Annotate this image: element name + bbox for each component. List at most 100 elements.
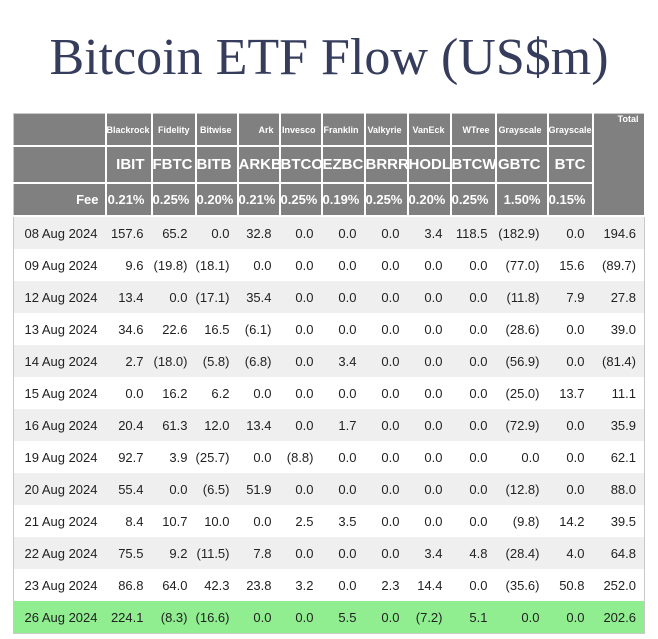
value-cell: 4.0 [566, 545, 585, 561]
value-cell: 2.7 [125, 353, 144, 369]
value-cell: (19.8) [153, 257, 188, 273]
ticker-header-cell: BITB [195, 146, 239, 184]
value-cell: 55.4 [118, 481, 144, 497]
value-cell: (35.6) [505, 577, 540, 593]
value-cell: (5.8) [202, 353, 230, 369]
value-cell: 118.5 [455, 225, 488, 241]
value-cell: 0.0 [469, 257, 488, 273]
value-cell: 0.0 [424, 353, 443, 369]
table-row: 22 Aug 2024 75.5 9.2 (11.5) 7.8 0.0 0.0 0.0 3.4 4… [13, 537, 645, 569]
value-cell: (8.8) [286, 449, 314, 465]
fee-cell: 0.25% [151, 183, 197, 217]
value-cell: 0.0 [521, 609, 540, 625]
value-cell: 0.0 [338, 321, 357, 337]
table-row: 12 Aug 2024 13.4 0.0 (17.1) 35.4 0.0 0.0 0.0 0.0… [13, 281, 645, 313]
table-row: 26 Aug 2024 224.1 (8.3) (16.6) 0.0 0.0 5.5 0.0 (… [13, 601, 645, 634]
value-cell: 2.3 [381, 577, 400, 593]
value-cell: 9.2 [169, 545, 188, 561]
value-cell: 0.0 [566, 417, 585, 433]
issuer-header-row: Blackrock Fidelity Bitwise Ark Invesco Frankl… [13, 113, 646, 217]
value-cell: 64.0 [162, 577, 188, 593]
value-cell: 13.4 [118, 289, 144, 305]
value-cell: 0.0 [211, 225, 230, 241]
fee-cell: 0.21% [105, 183, 153, 217]
value-cell: 0.0 [338, 577, 357, 593]
value-cell: 0.0 [566, 449, 585, 465]
value-cell: 0.0 [521, 449, 540, 465]
fee-row-label: Fee [13, 183, 107, 217]
value-cell: 0.0 [169, 481, 188, 497]
value-cell: (25.7) [195, 449, 230, 465]
value-cell: (17.1) [195, 289, 230, 305]
issuer-header-cell: Bitwise [195, 113, 239, 147]
value-cell: 0.0 [338, 257, 357, 273]
value-cell: 23.8 [246, 577, 272, 593]
page-title: Bitcoin ETF Flow (US$m) [49, 29, 609, 86]
date-cell: 14 Aug 2024 [24, 353, 98, 369]
table-row: 16 Aug 2024 20.4 61.3 12.0 13.4 0.0 1.7 0.0 0.0 0… [13, 409, 645, 441]
value-cell: 75.5 [118, 545, 144, 561]
total-value-cell: 64.8 [610, 545, 636, 561]
table-head: Blackrock Fidelity Bitwise Ark Invesco Frankl… [13, 113, 646, 217]
fee-cell: 1.50% [495, 183, 549, 217]
issuer-header-cell: Ark [237, 113, 281, 147]
value-cell: 50.8 [559, 577, 585, 593]
value-cell: 3.4 [424, 545, 443, 561]
value-cell: 0.0 [424, 321, 443, 337]
value-cell: 0.0 [295, 321, 314, 337]
value-cell: 0.0 [381, 513, 400, 529]
value-cell: (25.0) [505, 385, 540, 401]
value-cell: 0.0 [169, 289, 188, 305]
table-corner-cell [13, 146, 107, 184]
issuer-header-cell: Grayscale [495, 113, 549, 147]
table-row: 20 Aug 2024 55.4 0.0 (6.5) 51.9 0.0 0.0 0.0 0.0 0… [13, 473, 645, 505]
table-row: 15 Aug 2024 0.0 16.2 6.2 0.0 0.0 0.0 0.0 0.0 0.0 (… [14, 377, 645, 409]
date-cell: 08 Aug 2024 [24, 225, 98, 241]
value-cell: (11.5) [196, 545, 230, 561]
value-cell: 0.0 [469, 353, 488, 369]
value-cell: 10.7 [162, 513, 188, 529]
value-cell: 0.0 [295, 225, 314, 241]
date-cell: 21 Aug 2024 [24, 513, 98, 529]
table-body: 08 Aug 2024 157.6 65.2 0.0 32.8 0.0 0.0 0.0 3.4 1… [13, 216, 645, 634]
value-cell: (6.5) [202, 481, 230, 497]
total-column-header: Total [592, 113, 646, 217]
value-cell: 6.2 [211, 385, 230, 401]
value-cell: 224.1 [110, 609, 144, 625]
page: Bitcoin ETF Flow (US$m) Blackrock Fidelit… [0, 10, 658, 634]
value-cell: 0.0 [253, 449, 272, 465]
fee-cell: 0.20% [195, 183, 239, 217]
value-cell: 5.5 [338, 609, 357, 625]
table-row: 19 Aug 2024 92.7 3.9 (25.7) 0.0 (8.8) 0.0 0.0 0.… [14, 441, 645, 473]
ticker-header-cell: BTC [547, 146, 594, 184]
value-cell: (9.8) [512, 513, 540, 529]
value-cell: 1.7 [338, 417, 357, 433]
value-cell: 0.0 [469, 289, 488, 305]
value-cell: 0.0 [381, 545, 400, 561]
total-value-cell: 35.9 [610, 417, 636, 433]
value-cell: 0.0 [381, 417, 400, 433]
ticker-header-cell: BTCO [279, 146, 323, 184]
value-cell: 0.0 [469, 417, 488, 433]
ticker-header-cell: EZBC [321, 146, 366, 184]
value-cell: 0.0 [381, 353, 400, 369]
value-cell: 51.9 [246, 481, 272, 497]
value-cell: (6.8) [244, 353, 272, 369]
table-row: 08 Aug 2024 157.6 65.2 0.0 32.8 0.0 0.0 0.0 3.4 1… [13, 216, 645, 249]
value-cell: 0.0 [295, 609, 314, 625]
issuer-header-cell: VanEck [407, 113, 452, 147]
value-cell: 8.4 [125, 513, 144, 529]
value-cell: (182.9) [498, 225, 540, 241]
value-cell: 0.0 [566, 481, 585, 497]
total-value-cell: 39.5 [610, 513, 636, 529]
value-cell: 157.6 [110, 225, 144, 241]
value-cell: 0.0 [566, 321, 585, 337]
value-cell: (72.9) [505, 417, 540, 433]
value-cell: (18.1) [195, 257, 230, 273]
value-cell: 3.4 [338, 353, 357, 369]
value-cell: 0.0 [469, 385, 488, 401]
value-cell: 0.0 [381, 385, 400, 401]
issuer-header-cell: Blackrock [105, 113, 153, 147]
date-cell: 19 Aug 2024 [24, 449, 98, 465]
ticker-header-cell: BRRR [364, 146, 409, 184]
